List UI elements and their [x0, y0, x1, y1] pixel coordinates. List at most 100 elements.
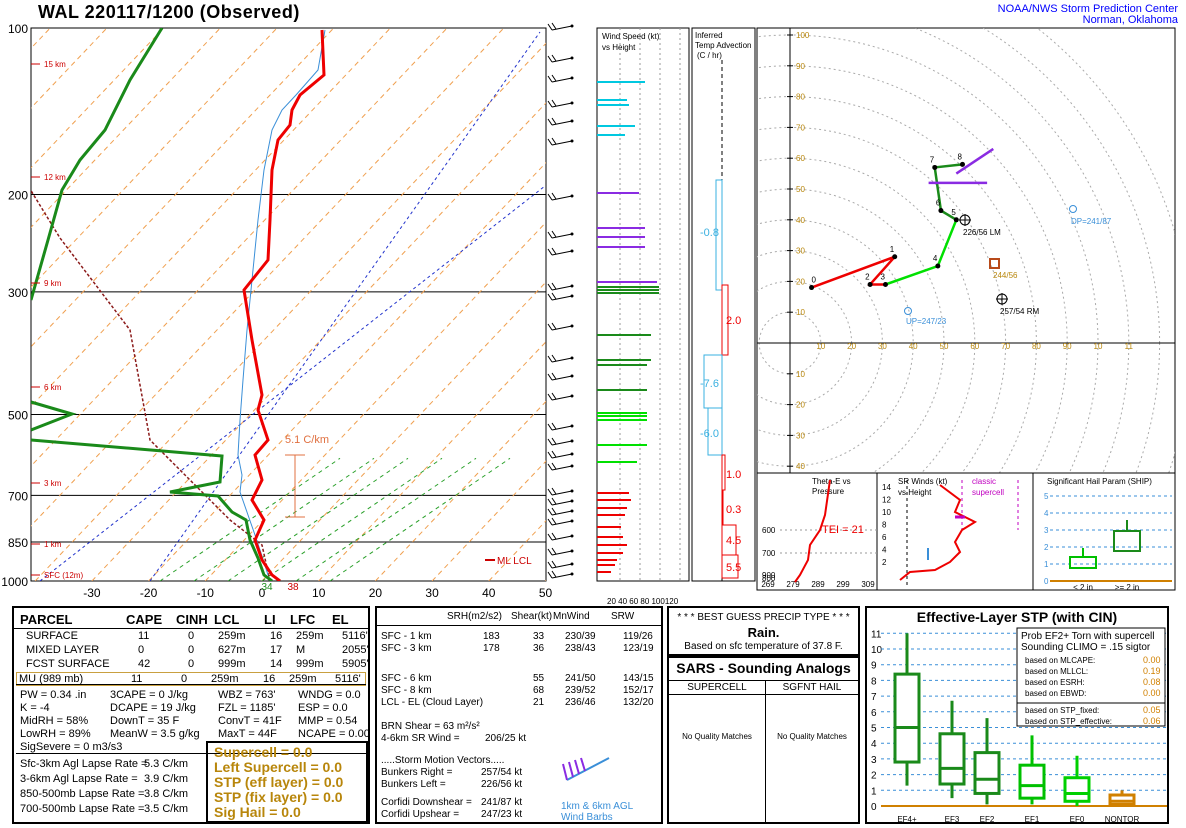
- vector-label: Corfidi Upshear =: [381, 809, 460, 820]
- isotherm: [91, 102, 546, 581]
- parcel-cell: 627m: [218, 644, 246, 656]
- wind-barb-dot: [570, 509, 574, 513]
- bunkers-left-label: 226/56 LM: [963, 228, 1001, 237]
- lapse-rate-label: 700-500mb Lapse Rate =: [20, 803, 145, 815]
- parcel-header-cell: LFC: [290, 612, 316, 627]
- brn-shear: BRN Shear = 63 m²/s²: [381, 721, 480, 732]
- hodo-point: [959, 161, 965, 167]
- ws-subtitle: vs Height: [602, 43, 636, 52]
- wind-barb-flag: [547, 55, 553, 63]
- wind-barb-flag: [547, 463, 553, 471]
- mean-wind-marker: [989, 258, 1000, 269]
- sars-supercell-header: SUPERCELL: [687, 682, 747, 693]
- precip-note: Based on sfc temperature of 37.8 F.: [684, 641, 843, 652]
- lapse-rate-label: Sfc-3km Agl Lapse Rate =: [20, 758, 148, 770]
- wind-barb-flag: [551, 560, 557, 568]
- wind-barb-dot: [570, 519, 574, 523]
- vector-value: 257/54 kt: [481, 767, 523, 778]
- wind-barb: [551, 77, 573, 83]
- wind-barb-flag: [547, 488, 553, 496]
- sfc-temp-value: 38: [287, 582, 299, 593]
- parcel-cell: 0: [188, 658, 195, 670]
- height-label: 3 km: [44, 479, 62, 488]
- wind-barb-dot: [570, 56, 574, 60]
- ship-cat2: >= 2 in: [1115, 583, 1139, 592]
- vector-value: 226/56 kt: [481, 779, 523, 790]
- parcel-header-cell: LI: [264, 612, 276, 627]
- ws-title: Wind Speed (kt): [602, 32, 660, 41]
- pressure-label: 200: [8, 188, 28, 202]
- hodo-point-label: 0: [812, 276, 817, 285]
- parcel-cell: 16: [270, 630, 283, 642]
- parcel-row[interactable]: FCST SURFACE 42 0 999m 14 999m 5905': [20, 658, 369, 672]
- parcel-row[interactable]: MU (989 mb) 11 0 259m 16 259m 5116': [16, 672, 366, 686]
- precip-type: Rain.: [747, 625, 780, 640]
- hodo-point-label: 8: [957, 152, 962, 161]
- adv-value: -0.8: [700, 227, 719, 239]
- stp-box: [1018, 763, 1046, 800]
- sr-h-label: 10: [882, 508, 891, 517]
- kin-srw: 123/19: [623, 643, 654, 654]
- wind-barb-flag: [547, 451, 553, 459]
- adv-value: -7.6: [700, 378, 719, 390]
- ship-title: Significant Hail Param (SHIP): [1047, 477, 1152, 486]
- parcel-header-cell: EL: [332, 612, 349, 627]
- kin-row-label: SFC - 8 km: [381, 685, 432, 696]
- wind-barb: [551, 250, 573, 256]
- temp-axis-label: 20: [369, 586, 383, 600]
- stp-y-label: 4: [871, 739, 877, 750]
- composite-param: STP (fix layer) = 0.0: [214, 789, 343, 805]
- index-value: FZL = 1185': [218, 702, 276, 714]
- wind-barb: [551, 425, 573, 431]
- skewt-grid: [31, 28, 546, 581]
- parcel-header-row: PARCEL CAPE CINH LCL LI LFC EL: [14, 612, 368, 629]
- index-value: ConvT = 41F: [218, 715, 282, 727]
- temp-adv-frame: [691, 27, 756, 582]
- wind-barb: [551, 510, 573, 516]
- isotherm: [31, 28, 335, 348]
- adv-bar: [721, 454, 726, 491]
- parcel-row[interactable]: SURFACE 11 0 259m 16 259m 5116': [20, 630, 368, 644]
- adv-value: -6.0: [700, 428, 719, 440]
- barb-label2: Wind Barbs: [561, 812, 613, 823]
- height-label: 1 km: [44, 540, 62, 549]
- wind-barb-dot: [570, 119, 574, 123]
- hodo-point: [938, 208, 944, 214]
- wind-barb: [551, 57, 573, 63]
- wind-barb: [551, 295, 573, 301]
- wind-barb-flag: [547, 193, 553, 201]
- parcel-cell: MIXED LAYER: [26, 644, 100, 656]
- parcel-cell: 0: [188, 630, 195, 642]
- hodo-y-label: 40: [796, 216, 805, 225]
- stp-y-label: 9: [871, 661, 877, 672]
- vector-label: Bunkers Right =: [381, 767, 453, 778]
- index-value: PW = 0.34 .in: [20, 689, 87, 701]
- hodo-trace: [933, 163, 963, 221]
- wind-barb: [551, 395, 573, 401]
- sars-hail-matches: No Quality Matches: [777, 732, 847, 741]
- wind-barb-flag: [551, 450, 557, 458]
- index-value: NCAPE = 0.00: [298, 728, 370, 740]
- stp-prob-line2: Sounding CLIMO = .15 sigtor: [1021, 642, 1151, 653]
- wind-barbs-column: [547, 22, 574, 579]
- adv-bar: [721, 489, 724, 526]
- kin-mnwind: 238/43: [565, 643, 596, 654]
- stp-box: [893, 672, 921, 764]
- parcel-panel: PARCEL CAPE CINH LCL LI LFC EL SURFACE 11 0 259m 1…: [12, 606, 370, 824]
- wind-barb: [551, 325, 573, 331]
- index-value: MaxT = 44F: [218, 728, 277, 740]
- wind-barb-flag: [551, 354, 557, 362]
- composite-param: STP (eff layer) = 0.0: [214, 774, 344, 790]
- isotherm: [31, 28, 278, 288]
- tei-label: TEI = 21: [822, 524, 864, 536]
- parcel-row[interactable]: MIXED LAYER 0 0 627m 17 M 2055': [20, 644, 369, 658]
- hodo-trace-purple2: [955, 147, 994, 175]
- precip-title: * * * BEST GUESS PRECIP TYPE * * *: [677, 612, 850, 623]
- wind-barb: [551, 233, 573, 239]
- kin-srh: 183: [483, 631, 500, 642]
- parcel-cell: 259m: [289, 673, 317, 685]
- pressure-label: 300: [8, 286, 28, 300]
- ship-y-label: 1: [1044, 560, 1049, 569]
- isotherm: [375, 400, 546, 581]
